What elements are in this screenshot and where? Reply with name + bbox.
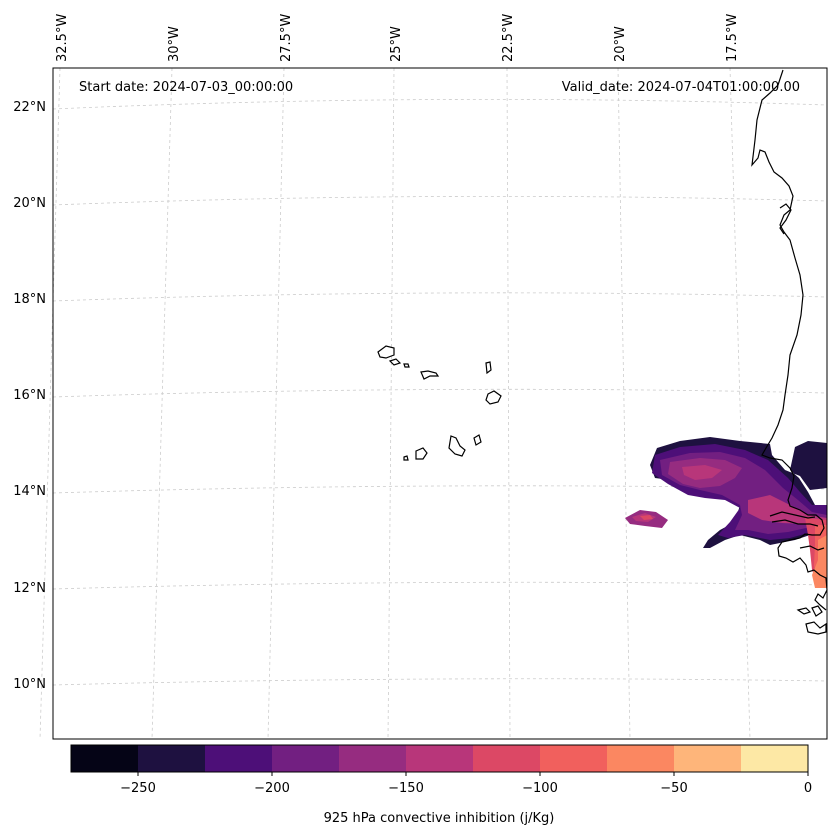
island-santo-antao: [377, 345, 395, 359]
gridline-lon-22-5: [506, 67, 511, 740]
colorbar-swatch: [339, 745, 406, 772]
lon-label: 25°W: [389, 26, 404, 62]
island-maio: [473, 434, 482, 446]
latitude-gridlines: [52, 98, 828, 686]
lon-label: 20°W: [613, 26, 628, 62]
lon-label: 27.5°W: [279, 14, 294, 62]
island-sao-nicolau: [420, 370, 440, 380]
gridline-lon-25: [387, 67, 395, 740]
lat-label: 18°N: [13, 292, 46, 307]
lon-label: 22.5°W: [501, 14, 516, 62]
map-frame: [52, 67, 828, 740]
colorbar-tick-label: −50: [660, 781, 687, 796]
coastlines: [751, 69, 828, 635]
colorbar-tick-label: −200: [254, 781, 290, 796]
island-brava: [403, 455, 409, 461]
colorbar-swatch: [272, 745, 339, 772]
lat-label: 22°N: [13, 100, 46, 115]
gridline-lon-17-5: [729, 67, 751, 740]
colorbar-ticks: −250 −200 −150 −100 −50 0: [120, 772, 812, 796]
colorbar-swatch: [674, 745, 741, 772]
colorbar-swatch: [71, 745, 138, 772]
gridline-lon-27-5: [267, 67, 285, 740]
lat-label: 14°N: [13, 484, 46, 499]
gridline-lat-20: [52, 195, 828, 206]
gridline-lon-30: [151, 67, 173, 740]
gridline-lat-16: [52, 388, 828, 398]
colorbar-tick-label: 0: [804, 781, 812, 796]
gridline-lat-22: [52, 98, 828, 110]
african-coastline: [751, 69, 828, 611]
colorbar-swatches: [71, 745, 808, 772]
gridline-lat-10: [52, 678, 828, 686]
map-background: [53, 68, 827, 739]
lon-label: 30°W: [167, 26, 182, 62]
colorbar-label: 925 hPa convective inhibition (j/Kg): [324, 811, 555, 826]
island-santa-luzia: [403, 363, 410, 368]
lat-label: 16°N: [13, 388, 46, 403]
colorbar-swatch: [406, 745, 473, 772]
gridline-lat-12: [52, 581, 828, 590]
lon-label: 32.5°W: [55, 14, 70, 62]
island-santiago: [448, 435, 466, 457]
valid-date-label: Valid_date: 2024-07-04T01:00:00.00: [562, 80, 800, 95]
gridline-lon-20: [617, 67, 631, 740]
colorbar-tick-label: −100: [522, 781, 558, 796]
contour-band-5: [682, 465, 722, 480]
start-date-label: Start date: 2024-07-03_00:00:00: [79, 80, 293, 95]
longitude-labels: 32.5°W 30°W 27.5°W 25°W 22.5°W 20°W 17.5…: [55, 14, 740, 62]
coast-mauritania-notch: [779, 203, 792, 235]
island-sal: [485, 361, 492, 375]
colorbar-frame: [70, 744, 809, 773]
longitude-gridlines: [39, 67, 751, 740]
colorbar-tick-label: −150: [388, 781, 424, 796]
lat-label: 10°N: [13, 677, 46, 692]
island-fogo: [415, 447, 428, 460]
bissagos-island-3: [805, 621, 827, 635]
gambia-river-south: [771, 519, 819, 527]
colorbar-swatch: [138, 745, 205, 772]
colorbar-swatch: [607, 745, 674, 772]
colorbar-swatch: [741, 745, 808, 772]
cape-verde-islands: [377, 345, 502, 461]
lat-label: 12°N: [13, 581, 46, 596]
lon-label: 17.5°W: [725, 14, 740, 62]
colorbar: −250 −200 −150 −100 −50 0 925 hPa convective …: [70, 744, 812, 826]
colorbar-swatch: [540, 745, 607, 772]
gambia-river-north: [769, 511, 816, 519]
bissagos-island-2: [811, 605, 823, 617]
gridline-lat-18: [52, 292, 828, 302]
gridline-lon-32-5: [39, 67, 61, 740]
island-sao-vicente: [388, 358, 402, 366]
colorbar-swatch: [473, 745, 540, 772]
latitude-labels: 22°N 20°N 18°N 16°N 14°N 12°N 10°N: [13, 100, 46, 692]
colorbar-swatch: [205, 745, 272, 772]
coast-segment-bissau: [799, 545, 825, 551]
bissagos-island-1: [796, 607, 812, 615]
contour-island-west-core: [640, 515, 653, 520]
island-boa-vista: [485, 390, 502, 405]
map-panel: Start date: 2024-07-03_00:00:00 Valid_da…: [39, 67, 828, 740]
colorbar-tick-label: −250: [120, 781, 156, 796]
lat-label: 20°N: [13, 196, 46, 211]
gridline-lat-14: [52, 485, 828, 494]
